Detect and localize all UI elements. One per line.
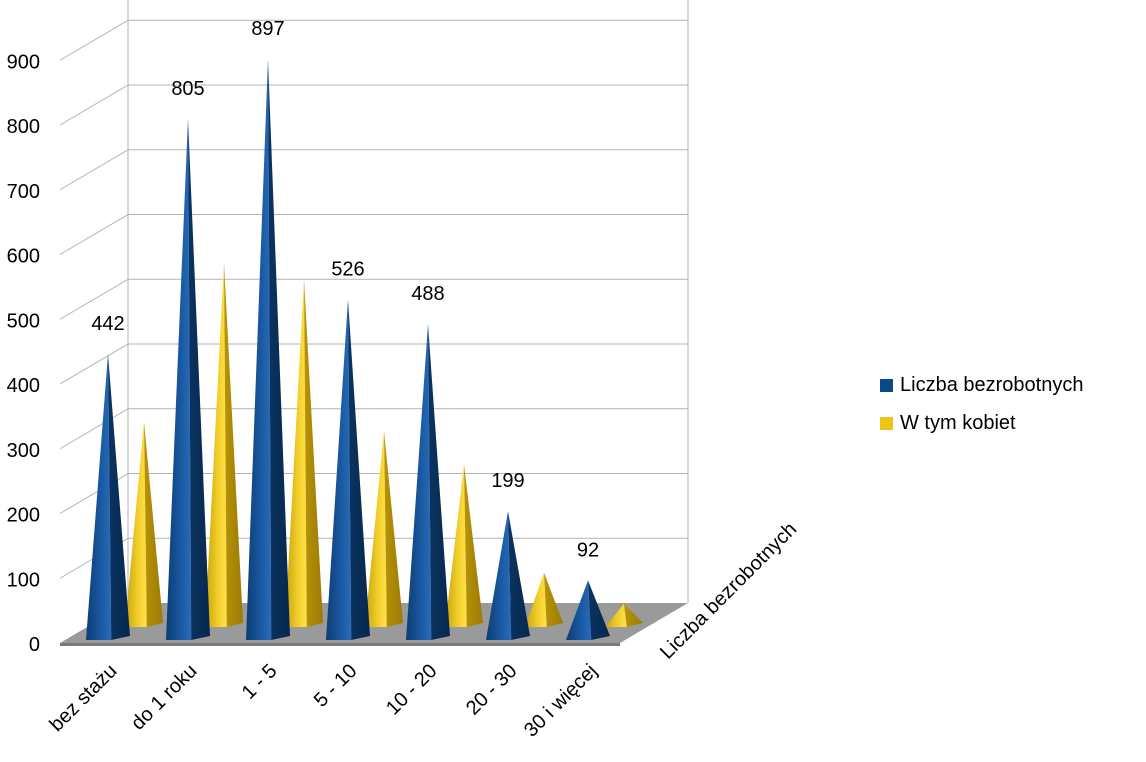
y-tick-label: 100	[7, 569, 40, 591]
plot-area	[86, 59, 643, 640]
data-label: 805	[171, 78, 204, 100]
x-tick-label: bez stażu	[45, 660, 121, 736]
cone-face-left	[205, 263, 227, 627]
gridline-side	[59, 408, 129, 450]
cone-face-right	[268, 59, 290, 640]
legend-item-series-2: W tym kobiet	[880, 410, 1083, 436]
cone-face-right	[304, 279, 323, 627]
cone-face-right	[384, 430, 403, 627]
cone-face-right	[588, 580, 610, 640]
cone-kobiet-4	[445, 464, 483, 627]
cone-face-right	[428, 324, 450, 640]
cone-face-right	[544, 572, 563, 627]
legend-swatch-series-2	[880, 416, 893, 430]
cone-kobiet-5	[525, 572, 563, 627]
legend: Liczba bezrobotnych W tym kobiet	[880, 372, 1083, 448]
cone-face-right	[464, 464, 483, 627]
cone-liczba-4	[406, 324, 450, 640]
cone-face-right	[508, 511, 530, 640]
data-label: 199	[491, 470, 524, 492]
cone-kobiet-1	[205, 263, 243, 627]
y-tick-label: 300	[7, 440, 40, 462]
cone-face-left	[86, 353, 112, 640]
data-label: 526	[331, 258, 364, 280]
data-label: 488	[411, 283, 444, 305]
y-tick-label: 600	[7, 246, 40, 268]
cone-face-left	[246, 59, 272, 640]
legend-label-series-1: Liczba bezrobotnych	[900, 373, 1084, 396]
gridline-side	[59, 343, 129, 385]
cone-face-left	[406, 324, 432, 640]
cone-face-left	[486, 511, 512, 640]
x-tick-label: 20 - 30	[462, 660, 522, 720]
cone-liczba-2	[246, 59, 290, 640]
y-tick-label: 500	[7, 310, 40, 332]
cone-face-left	[605, 603, 627, 627]
cone-liczba-3	[326, 299, 370, 640]
cone-liczba-5	[486, 511, 530, 640]
cone-kobiet-3	[365, 430, 403, 627]
gridlines	[59, 0, 689, 603]
y-tick-label: 900	[7, 51, 40, 73]
y-tick-label: 0	[29, 634, 40, 656]
cone-face-right	[348, 299, 370, 640]
cone-face-left	[125, 421, 147, 627]
x-tick-label: 1 - 5	[238, 660, 282, 704]
cone-face-left	[365, 430, 387, 627]
x-tick-label: 5 - 10	[310, 660, 362, 712]
legend-label-series-2: W tym kobiet	[900, 411, 1016, 434]
gridline-side	[59, 84, 129, 126]
data-label: 442	[91, 313, 124, 335]
x-tick-label: 10 - 20	[382, 660, 442, 720]
cone-liczba-1	[166, 118, 210, 640]
x-tick-label: 30 i więcej	[520, 660, 602, 742]
cone-face-right	[188, 118, 210, 640]
floor-edge	[60, 643, 620, 646]
cone-kobiet-2	[285, 279, 323, 627]
cone-face-left	[285, 279, 307, 627]
cone-face-right	[624, 603, 643, 627]
cone-kobiet-0	[125, 421, 163, 627]
cone-kobiet-6	[605, 603, 643, 627]
cone-face-left	[326, 299, 352, 640]
cone-face-right	[108, 353, 130, 640]
data-label: 897	[251, 18, 284, 40]
cone-face-right	[144, 421, 163, 627]
cone-liczba-0	[86, 353, 130, 640]
y-tick-label: 400	[7, 375, 40, 397]
cone-liczba-6	[566, 580, 610, 640]
gridline-side	[59, 214, 129, 255]
gridline-side	[59, 19, 129, 61]
cone-face-left	[525, 572, 547, 627]
cone-face-right	[224, 263, 243, 627]
x-tick-label: do 1 roku	[127, 660, 202, 735]
y-tick-label: 200	[7, 505, 40, 527]
gridline-side	[59, 149, 129, 191]
data-label: 92	[577, 539, 599, 561]
legend-swatch-series-1	[880, 378, 893, 392]
cone-face-left	[445, 464, 467, 627]
y-tick-label: 700	[7, 181, 40, 203]
cone-face-left	[166, 118, 192, 640]
gridline-side	[59, 278, 129, 320]
y-tick-label: 800	[7, 116, 40, 138]
legend-item-series-1: Liczba bezrobotnych	[880, 372, 1083, 398]
depth-axis-label: Liczba bezrobotnych	[656, 518, 801, 663]
cone-face-left	[566, 580, 592, 640]
